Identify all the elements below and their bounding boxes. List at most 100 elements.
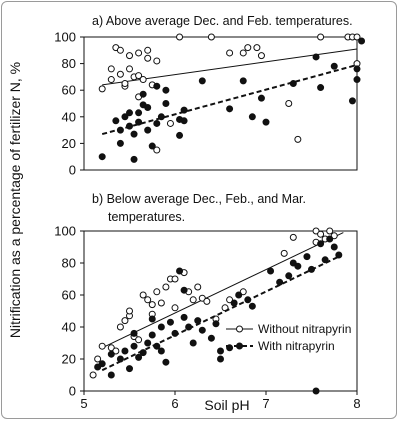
- panel-b: b) Below average Dec., Feb., and Mar. te…: [54, 192, 360, 411]
- without-point: [257, 52, 265, 60]
- without-trend-line: [101, 232, 344, 349]
- with-point: [312, 387, 320, 395]
- with-point: [98, 360, 106, 368]
- without-point: [107, 65, 115, 73]
- without-point: [116, 323, 124, 331]
- with-point: [217, 355, 224, 363]
- without-point: [135, 49, 143, 57]
- without-point: [244, 44, 252, 52]
- with-point: [162, 358, 170, 366]
- with-point: [212, 320, 220, 328]
- with-point: [285, 272, 293, 280]
- without-point: [107, 76, 115, 84]
- with-point: [130, 329, 138, 337]
- with-point: [230, 299, 238, 307]
- with-point: [180, 286, 188, 294]
- with-point: [226, 105, 234, 113]
- y-axis-label: Nitrification as a percentage of fertili…: [7, 62, 23, 338]
- without-point: [148, 301, 156, 309]
- with-point: [157, 113, 165, 121]
- without-point: [144, 46, 152, 54]
- without-point: [176, 33, 184, 41]
- panel-b-marks: [89, 227, 344, 395]
- without-point: [121, 317, 129, 325]
- with-point: [267, 267, 275, 275]
- y-tick-label: 80: [62, 256, 76, 271]
- with-point: [148, 315, 156, 323]
- without-point: [126, 65, 133, 73]
- without-point: [126, 307, 133, 315]
- without-point: [326, 227, 334, 235]
- with-point: [135, 109, 143, 117]
- with-point: [276, 278, 284, 286]
- panel-a-title: a) Above average Dec. and Feb. temperatu…: [92, 14, 353, 28]
- without-point: [253, 44, 261, 52]
- with-point: [171, 329, 179, 337]
- with-trend-line: [101, 63, 358, 136]
- panel-b-plot-area: [83, 230, 358, 392]
- with-point: [116, 139, 124, 147]
- without-point: [144, 296, 152, 304]
- y-tick-label: 20: [62, 352, 76, 367]
- without-point: [285, 100, 293, 107]
- panel-a-marks: [98, 33, 366, 163]
- with-point: [303, 253, 311, 261]
- y-tick-label: 20: [62, 136, 76, 151]
- without-point: [135, 72, 143, 80]
- with-point: [157, 323, 165, 331]
- with-point: [139, 90, 147, 98]
- with-point: [239, 77, 247, 85]
- with-point: [176, 131, 184, 139]
- legend-with-marker: [236, 342, 243, 350]
- legend-with-label: With nitrapyrin: [258, 339, 335, 353]
- without-point: [121, 80, 129, 88]
- with-point: [130, 342, 138, 350]
- with-point: [135, 353, 143, 361]
- with-point: [157, 347, 165, 355]
- with-point: [153, 342, 161, 350]
- y-tick-label: 100: [54, 224, 76, 239]
- with-point: [121, 347, 129, 355]
- with-point: [335, 251, 343, 259]
- without-point: [194, 283, 202, 291]
- with-point: [189, 339, 197, 347]
- without-point: [98, 85, 106, 93]
- with-point: [121, 113, 129, 121]
- without-point: [153, 146, 161, 154]
- without-point: [289, 233, 297, 241]
- with-point: [176, 267, 184, 275]
- with-point: [312, 53, 320, 61]
- x-tick-label: 7: [262, 396, 269, 411]
- with-point: [144, 126, 152, 134]
- without-point: [207, 33, 215, 41]
- without-point: [317, 33, 325, 41]
- y-tick-label: 40: [62, 109, 76, 124]
- legend-without-label: Without nitrapyrin: [258, 322, 351, 336]
- with-point: [185, 323, 193, 331]
- with-point: [144, 103, 152, 111]
- with-point: [153, 119, 161, 127]
- with-point: [180, 313, 188, 321]
- without-point: [171, 275, 179, 283]
- with-point: [148, 331, 156, 339]
- with-point: [162, 100, 170, 107]
- with-point: [248, 113, 256, 121]
- without-point: [157, 299, 165, 307]
- with-point: [294, 262, 302, 270]
- panel-b-title-line-1: b) Below average Dec., Feb., and Mar.: [92, 192, 306, 206]
- with-point: [257, 94, 265, 102]
- with-point: [148, 142, 156, 150]
- with-point: [116, 126, 124, 134]
- with-point: [330, 62, 338, 70]
- with-point: [198, 326, 206, 334]
- without-point: [126, 52, 133, 60]
- with-point: [317, 240, 325, 248]
- x-tick-label: 6: [171, 396, 178, 411]
- y-tick-label: 60: [62, 83, 76, 98]
- x-axis-label: Soil pH: [204, 397, 249, 413]
- with-point: [317, 84, 325, 92]
- with-point: [262, 118, 270, 126]
- with-point: [326, 235, 334, 243]
